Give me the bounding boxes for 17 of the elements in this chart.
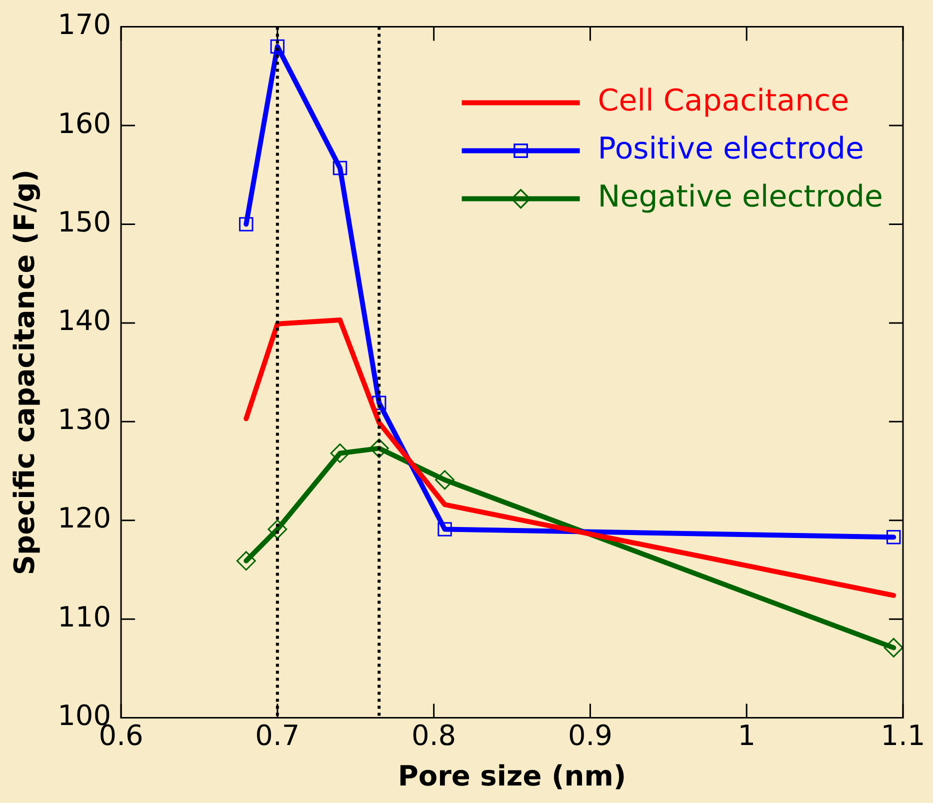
x-tick-label: 0.9	[568, 718, 612, 752]
legend-label: Negative electrode	[598, 180, 884, 215]
x-tick-label: 0.7	[255, 718, 300, 752]
y-axis-title: Specific capacitance (F/g)	[8, 169, 42, 576]
x-tick-label: 1	[738, 718, 756, 752]
y-tick-label: 170	[58, 8, 112, 42]
y-tick-label: 130	[58, 402, 112, 436]
x-tick-label: 1.1	[880, 718, 926, 752]
y-tick-label: 110	[58, 600, 112, 634]
legend-label: Cell Capacitance	[598, 84, 850, 119]
legend-label: Positive electrode	[598, 132, 864, 167]
y-tick-label: 160	[58, 106, 112, 140]
y-tick-label: 150	[58, 206, 112, 239]
y-tick-label: 140	[58, 304, 112, 338]
x-tick-label: 0.8	[412, 718, 456, 752]
x-axis-title: Pore size (nm)	[398, 759, 626, 792]
y-tick-label: 120	[58, 502, 112, 535]
